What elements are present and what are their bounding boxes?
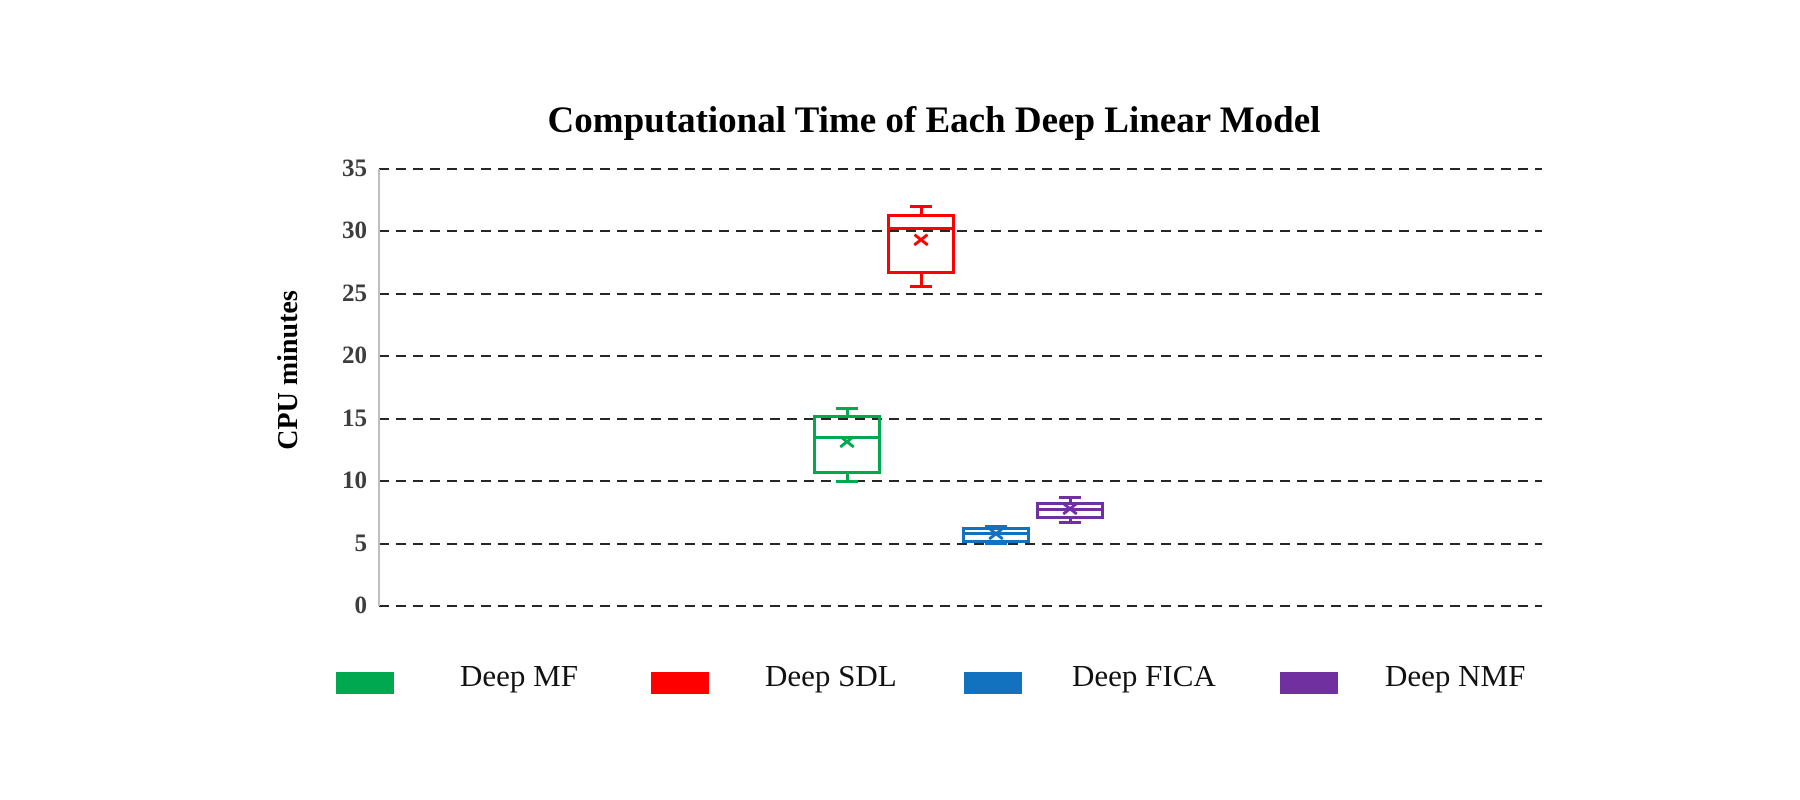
y-tick-label-10: 10 <box>342 467 367 495</box>
whisker-cap-min-deep-sdl <box>910 284 932 288</box>
box-deep-mf <box>813 414 881 474</box>
chart-title: Computational Time of Each Deep Linear M… <box>547 100 1321 141</box>
mean-marker-deep-nmf <box>1061 500 1079 518</box>
whisker-cap-max-deep-nmf <box>1059 495 1081 499</box>
whisker-cap-min-deep-fica <box>985 542 1007 546</box>
y-tick-label-15: 15 <box>342 404 367 432</box>
y-tick-label-0: 0 <box>354 592 368 619</box>
whisker-bottom-deep-nmf <box>1068 517 1072 523</box>
gridline-0 <box>379 605 1542 607</box>
whisker-cap-max-deep-fica <box>985 524 1007 528</box>
gridline-15 <box>379 417 1542 420</box>
whisker-cap-min-deep-nmf <box>1059 520 1081 524</box>
legend-swatch-deep-nmf <box>1280 672 1338 694</box>
gridline-20 <box>379 355 1542 358</box>
whisker-top-deep-sdl <box>919 206 923 216</box>
y-tick-label-20: 20 <box>342 342 367 370</box>
median-line-deep-sdl <box>887 227 955 231</box>
whisker-cap-max-deep-sdl <box>910 204 932 208</box>
gridline-5 <box>379 542 1542 545</box>
whisker-bottom-deep-mf <box>845 472 849 482</box>
gridline-35 <box>379 167 1542 170</box>
gridline-10 <box>379 480 1542 483</box>
y-axis-title: CPU minutes <box>273 290 304 450</box>
mean-marker-deep-sdl <box>912 231 930 249</box>
mean-marker-deep-fica <box>987 525 1005 543</box>
y-tick-label-35: 35 <box>342 154 367 182</box>
y-axis-line <box>378 168 380 606</box>
legend-swatch-deep-mf <box>336 672 394 694</box>
gridline-30 <box>379 230 1542 233</box>
whisker-top-deep-mf <box>845 408 849 417</box>
y-tick-label-30: 30 <box>342 217 367 245</box>
y-tick-label-5: 5 <box>354 529 368 557</box>
y-tick-label-25: 25 <box>342 279 367 307</box>
legend-label-deep-mf: Deep MF <box>460 658 578 693</box>
whisker-cap-max-deep-mf <box>836 407 858 411</box>
box-deep-sdl <box>887 213 955 275</box>
legend-swatch-deep-fica <box>964 672 1022 694</box>
whisker-top-deep-nmf <box>1068 497 1072 504</box>
whisker-bottom-deep-sdl <box>919 272 923 287</box>
mean-marker-deep-mf <box>838 433 856 451</box>
gridline-25 <box>379 292 1542 295</box>
legend-swatch-deep-sdl <box>651 672 709 694</box>
median-line-deep-mf <box>813 435 881 439</box>
whisker-cap-min-deep-mf <box>836 479 858 483</box>
legend-label-deep-sdl: Deep SDL <box>765 658 897 693</box>
legend-label-deep-nmf: Deep NMF <box>1385 658 1526 693</box>
legend-label-deep-fica: Deep FICA <box>1072 658 1216 693</box>
